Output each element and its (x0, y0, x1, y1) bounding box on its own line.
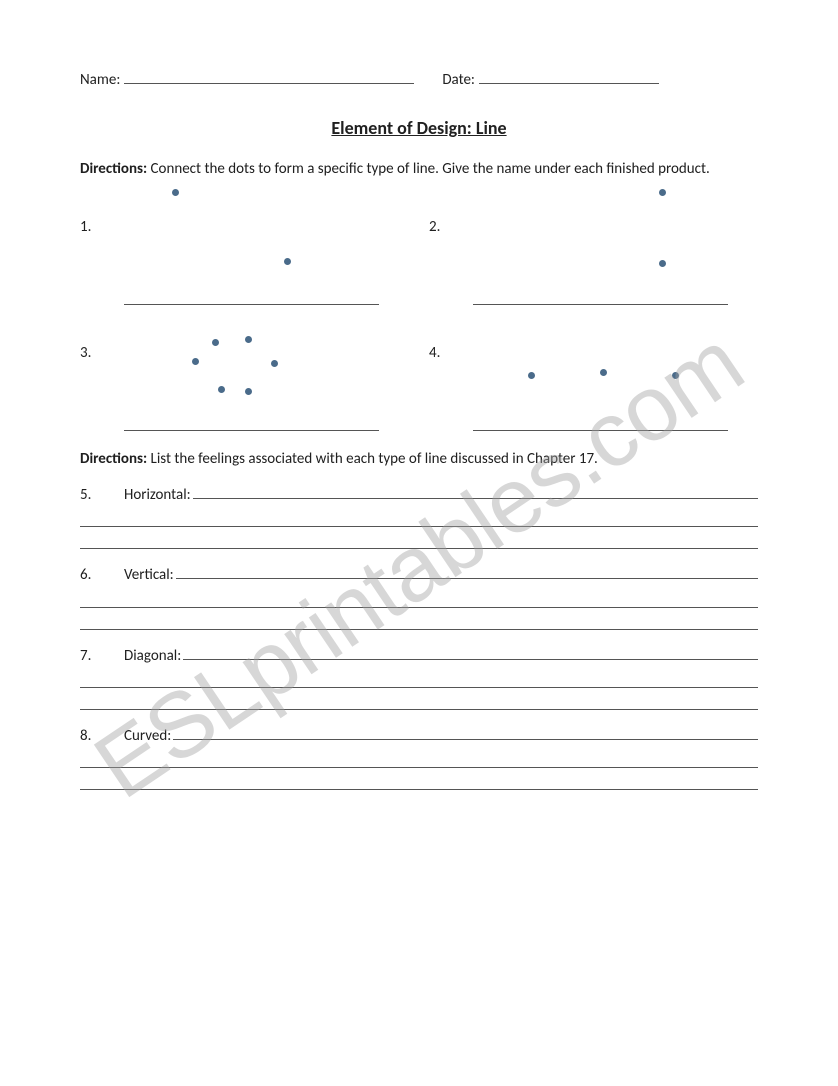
dot (659, 260, 666, 267)
date-field: Date: (442, 70, 659, 90)
feeling-blank-line[interactable] (80, 509, 758, 527)
answer-blank-line[interactable] (124, 304, 379, 305)
date-blank-line[interactable] (479, 70, 659, 84)
feeling-blank-line[interactable] (80, 750, 758, 768)
dot (218, 386, 225, 393)
feeling-blank-line[interactable] (183, 646, 758, 660)
dot (528, 372, 535, 379)
directions-1-label: Directions: (80, 160, 147, 178)
dot (245, 388, 252, 395)
feeling-label: Vertical: (124, 565, 174, 585)
dot (192, 358, 199, 365)
cell-number: 2. (429, 217, 440, 237)
feeling-item: 6. Vertical: (80, 565, 758, 629)
feeling-blank-line[interactable] (80, 590, 758, 608)
directions-1-text: Connect the dots to form a specific type… (147, 160, 710, 178)
feeling-first-row: 6. Vertical: (80, 565, 758, 585)
dot (659, 189, 666, 196)
dot (284, 258, 291, 265)
worksheet-title: Element of Design: Line (80, 116, 758, 140)
feeling-blank-line[interactable] (80, 670, 758, 688)
name-label: Name: (80, 70, 120, 90)
feeling-first-row: 7. Diagonal: (80, 646, 758, 666)
feeling-blank-line[interactable] (176, 565, 758, 579)
cell-number: 1. (80, 217, 91, 237)
feeling-label: Diagonal: (124, 646, 181, 666)
feeling-number: 5. (80, 485, 124, 505)
feeling-item: 7. Diagonal: (80, 646, 758, 710)
feeling-item: 5. Horizontal: (80, 485, 758, 549)
feeling-item: 8. Curved: (80, 726, 758, 790)
directions-2: Directions: List the feelings associated… (80, 449, 758, 469)
feeling-blank-line[interactable] (173, 726, 758, 740)
feeling-number: 6. (80, 565, 124, 585)
answer-blank-line[interactable] (473, 430, 728, 431)
directions-1: Directions: Connect the dots to form a s… (80, 159, 758, 179)
feeling-blank-line[interactable] (80, 692, 758, 710)
cell-number: 4. (429, 343, 440, 363)
worksheet-page: Name: Date: Element of Design: Line Dire… (0, 0, 838, 830)
dots-grid: 1. 2. 3. 4. (80, 187, 758, 431)
feeling-blank-line[interactable] (80, 531, 758, 549)
directions-2-label: Directions: (80, 450, 147, 468)
name-blank-line[interactable] (124, 70, 414, 84)
dots-cell-2: 2. (429, 187, 758, 305)
cell-number: 3. (80, 343, 91, 363)
dot (271, 360, 278, 367)
feeling-label: Horizontal: (124, 485, 191, 505)
date-label: Date: (442, 70, 475, 90)
dots-cell-4: 4. (429, 313, 758, 431)
dots-cell-3: 3. (80, 313, 409, 431)
directions-2-text: List the feelings associated with each t… (147, 450, 598, 468)
header-row: Name: Date: (80, 70, 758, 90)
dot (212, 339, 219, 346)
feeling-first-row: 8. Curved: (80, 726, 758, 746)
feeling-first-row: 5. Horizontal: (80, 485, 758, 505)
dot (245, 336, 252, 343)
answer-blank-line[interactable] (473, 304, 728, 305)
answer-blank-line[interactable] (124, 430, 379, 431)
feeling-number: 8. (80, 726, 124, 746)
dots-cell-1: 1. (80, 187, 409, 305)
feelings-section: 5. Horizontal: 6. Vertical: 7. Diagonal: (80, 485, 758, 790)
feeling-blank-line[interactable] (193, 485, 758, 499)
feeling-number: 7. (80, 646, 124, 666)
dot (672, 372, 679, 379)
feeling-label: Curved: (124, 726, 171, 746)
dot (600, 369, 607, 376)
name-field: Name: (80, 70, 414, 90)
feeling-blank-line[interactable] (80, 772, 758, 790)
dot (172, 189, 179, 196)
feeling-blank-line[interactable] (80, 612, 758, 630)
